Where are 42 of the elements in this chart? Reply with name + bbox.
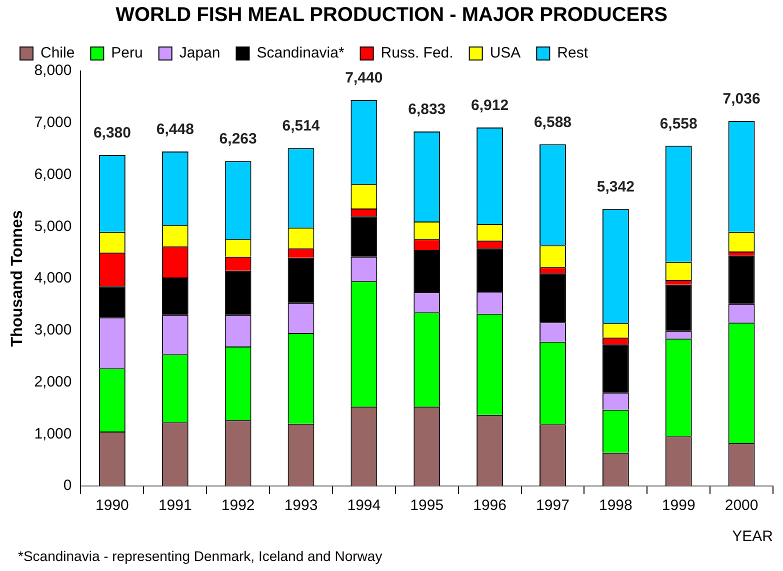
- x-tick-label: 1995: [410, 497, 444, 514]
- total-label: 6,380: [93, 124, 131, 142]
- x-tick-label: 1994: [347, 497, 381, 514]
- y-tick-label: 0: [63, 477, 72, 494]
- x-tick-label: 1991: [158, 497, 192, 514]
- x-tick-label: 1990: [96, 497, 129, 514]
- x-tick-label: 2000: [724, 497, 758, 514]
- legend-label: Chile: [40, 44, 75, 62]
- x-axis-title: YEAR: [732, 528, 774, 546]
- total-label: 5,342: [596, 178, 634, 196]
- x-tick-label: 1997: [536, 497, 570, 514]
- legend-label: Peru: [111, 44, 143, 62]
- text: *Scandinavia - representing Denmark, Iceland and Norway: [18, 548, 382, 564]
- total-label: 6,588: [534, 114, 572, 131]
- legend-label: Scandinavia*: [256, 44, 344, 62]
- total-label: 7,036: [722, 90, 760, 108]
- y-tick-label: 3,000: [34, 322, 72, 339]
- y-tick-label: 7,000: [34, 114, 72, 132]
- y-tick-label: 5,000: [34, 218, 72, 235]
- total-label: 6,514: [282, 118, 320, 135]
- total-label: 6,833: [408, 101, 446, 118]
- total-label: 6,912: [471, 97, 509, 114]
- y-tick-label: 2,000: [34, 373, 72, 390]
- total-label: 6,448: [156, 121, 194, 138]
- x-tick-label: 1993: [284, 497, 318, 514]
- legend-label: Japan: [179, 44, 220, 62]
- x-tick-label: 1992: [221, 497, 255, 514]
- chart-title: WORLD FISH MEAL PRODUCTION - MAJOR PRODUCERS: [114, 4, 668, 27]
- total-label: 7,440: [345, 70, 383, 87]
- total-label: 6,558: [660, 115, 698, 132]
- legend-label: Russ. Fed.: [380, 44, 454, 62]
- legend-label: USA: [490, 44, 521, 62]
- x-tick-label: 1999: [662, 497, 696, 514]
- y-tick-label: 4,000: [34, 270, 72, 287]
- x-tick-label: 1998: [598, 497, 632, 514]
- y-axis-title: Thousand Tonnes: [9, 210, 26, 347]
- legend-label: Rest: [557, 44, 589, 62]
- x-tick-label: 1996: [473, 497, 506, 514]
- y-tick-label: 6,000: [34, 166, 72, 183]
- total-label: 6,263: [219, 130, 257, 148]
- y-tick-label: 1,000: [34, 425, 72, 442]
- y-tick-label: 8,000: [34, 62, 72, 80]
